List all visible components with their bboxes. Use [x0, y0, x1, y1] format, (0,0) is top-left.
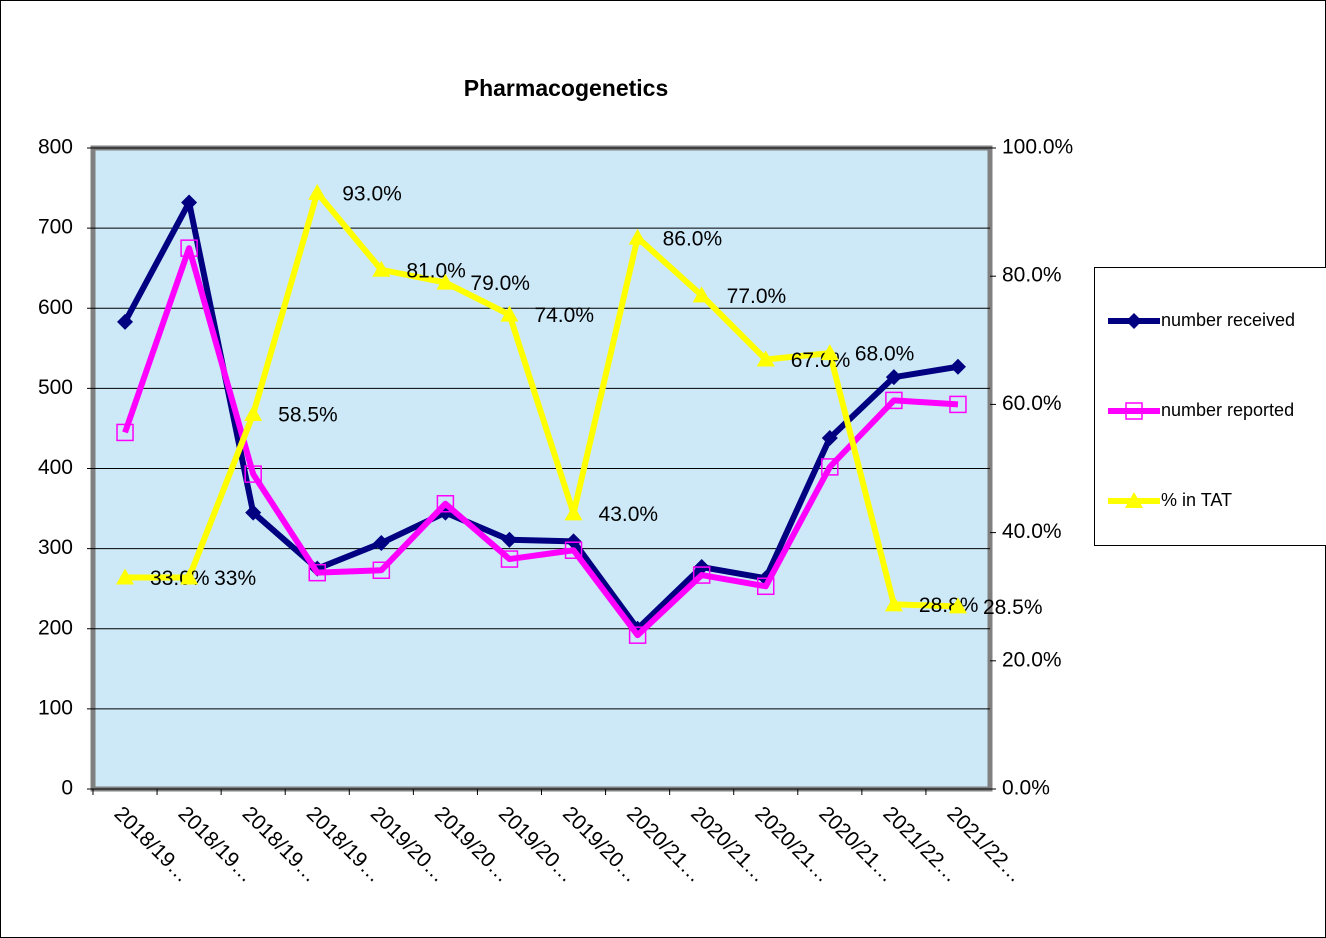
marker — [308, 183, 327, 200]
marker — [885, 369, 902, 386]
data-label: 28.8% — [919, 594, 979, 617]
y-tick-label: 800 — [38, 136, 73, 159]
marker — [1125, 492, 1143, 508]
marker — [180, 568, 199, 585]
legend-label: number reported — [1161, 400, 1294, 420]
marker — [1125, 402, 1143, 420]
y2-tick-label: 100.0% — [1002, 136, 1073, 159]
y2-tick-label: 0.0% — [1002, 777, 1050, 800]
y-tick-label: 700 — [38, 216, 73, 239]
marker — [372, 561, 391, 580]
marker — [949, 358, 966, 375]
marker — [885, 391, 903, 410]
series-line — [122, 245, 959, 639]
marker — [949, 395, 967, 414]
marker — [117, 313, 134, 330]
marker — [756, 350, 775, 367]
marker — [245, 504, 262, 521]
data-label: 81.0% — [406, 259, 466, 282]
series-line — [122, 199, 959, 632]
marker — [884, 595, 903, 612]
marker — [821, 458, 839, 476]
marker — [757, 577, 775, 596]
marker — [1126, 313, 1142, 329]
marker — [948, 597, 967, 614]
y2-tick-label: 40.0% — [1002, 520, 1062, 543]
marker — [372, 260, 391, 277]
y2-tick-label: 60.0% — [1002, 392, 1062, 415]
data-label: 28.5% — [983, 596, 1043, 619]
data-label: 68.0% — [855, 343, 915, 366]
data-label: 43.0% — [599, 503, 659, 526]
legend-label: number received — [1161, 310, 1295, 330]
marker — [821, 430, 838, 447]
marker — [181, 194, 198, 211]
marker — [500, 550, 519, 568]
y2-tick-label: 20.0% — [1002, 648, 1062, 671]
marker — [692, 286, 711, 303]
marker — [436, 273, 455, 290]
y-tick-label: 0 — [61, 777, 73, 800]
marker — [308, 563, 326, 582]
data-label: 93.0% — [342, 182, 402, 205]
data-label: 77.0% — [727, 285, 787, 308]
data-label: 33% — [214, 567, 256, 590]
data-label: 86.0% — [663, 227, 723, 250]
y-tick-label: 200 — [38, 616, 73, 639]
marker — [564, 504, 583, 521]
marker — [564, 541, 583, 559]
chart-title: Pharmacogenetics — [464, 75, 669, 101]
y-tick-label: 600 — [38, 296, 73, 319]
marker — [628, 228, 647, 245]
marker — [820, 344, 839, 361]
marker — [501, 531, 518, 548]
marker — [628, 626, 647, 644]
marker — [436, 495, 455, 513]
y-tick-label: 400 — [38, 456, 73, 479]
y-tick-label: 100 — [38, 696, 73, 719]
data-label: 79.0% — [470, 272, 530, 295]
marker — [500, 305, 519, 322]
data-label: 67.0% — [791, 349, 851, 372]
y-tick-label: 300 — [38, 536, 73, 559]
data-label: 33.0% — [150, 567, 210, 590]
marker — [244, 405, 263, 422]
y2-tick-label: 80.0% — [1002, 264, 1062, 287]
marker — [373, 535, 390, 552]
marker — [180, 239, 198, 257]
marker — [116, 568, 135, 585]
legend-label: % in TAT — [1161, 490, 1232, 510]
series-line — [125, 189, 959, 610]
marker — [565, 533, 582, 550]
marker — [244, 465, 262, 483]
data-label: 58.5% — [278, 404, 338, 427]
marker — [116, 423, 134, 442]
data-label: 74.0% — [534, 304, 594, 327]
y-tick-label: 500 — [38, 376, 73, 399]
marker — [692, 566, 711, 584]
